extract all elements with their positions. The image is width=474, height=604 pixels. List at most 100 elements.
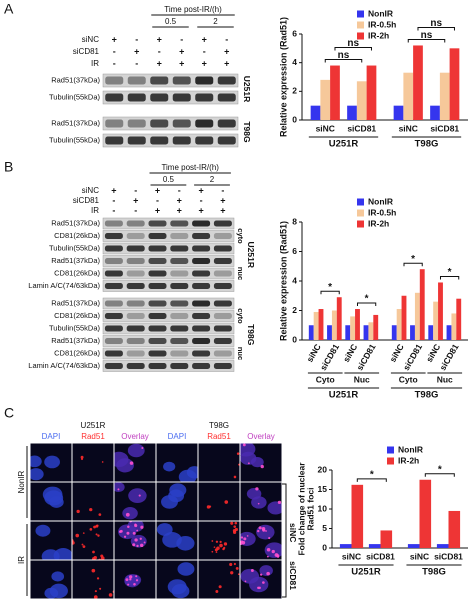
blot-row-label: Rad51(37kDa) — [51, 336, 100, 345]
micrograph-bg — [198, 521, 240, 560]
blot-band — [170, 258, 189, 264]
x-tick-label: siNC — [342, 551, 361, 561]
focus — [258, 526, 262, 530]
micrograph — [30, 482, 72, 521]
nucleus — [30, 455, 42, 468]
legend-label: NonIR — [398, 444, 423, 454]
focus — [132, 543, 136, 547]
group-label: U251R — [329, 390, 359, 401]
focus — [246, 535, 249, 537]
blot-row-label: Tubulin(55kDa) — [49, 92, 100, 101]
blot-row-label: CD81(26kDa) — [54, 231, 100, 240]
bar — [347, 105, 357, 120]
blot-band — [105, 119, 124, 128]
blot-band — [195, 76, 214, 85]
blot-band — [126, 325, 145, 332]
focus — [266, 547, 271, 552]
micrograph — [72, 482, 114, 521]
focus — [127, 583, 130, 586]
significance-label: ns — [338, 50, 350, 61]
focus — [265, 530, 267, 532]
focus — [80, 457, 84, 461]
bar — [407, 544, 420, 548]
bar — [419, 479, 432, 548]
blot-strip — [102, 217, 235, 230]
focus — [262, 581, 265, 584]
y-tick-label: 15 — [318, 484, 328, 494]
blot-band — [150, 136, 169, 145]
focus — [277, 500, 282, 505]
condition-label: siCD81 — [73, 47, 100, 56]
micrograph-bg — [198, 560, 240, 599]
focus — [117, 488, 120, 491]
blot-band — [104, 245, 123, 252]
x-tick-label: siCD81 — [434, 551, 463, 561]
significance-label: ns — [347, 38, 359, 49]
channel-header: DAPI — [168, 432, 187, 441]
condition-sign: + — [157, 58, 162, 68]
focus — [133, 582, 136, 586]
blot-strip — [102, 347, 235, 360]
condition-label: IR — [91, 59, 99, 68]
bar — [368, 322, 374, 340]
blot-band — [195, 119, 214, 128]
focus — [92, 550, 95, 554]
focus — [136, 529, 139, 532]
focus — [234, 521, 238, 525]
blot-band — [148, 313, 167, 319]
focus — [233, 562, 236, 566]
blot-band — [195, 93, 214, 102]
micrograph-bg — [72, 482, 114, 521]
y-axis-label: Relative expression (Rad51) — [278, 221, 288, 341]
blot-band — [126, 270, 145, 277]
nucleus — [251, 496, 267, 509]
micrograph — [240, 521, 282, 560]
focus — [132, 531, 136, 535]
condition-sign: + — [198, 205, 203, 215]
focus — [244, 580, 247, 583]
significance-label: * — [448, 267, 452, 278]
bar — [380, 530, 393, 548]
legend-label: IR-2h — [398, 455, 419, 465]
blot-band — [170, 220, 189, 227]
blot-band — [104, 325, 123, 332]
focus — [127, 525, 130, 529]
blot-band — [192, 350, 211, 357]
bar — [448, 510, 461, 548]
focus — [257, 586, 260, 590]
blot-band — [148, 350, 167, 357]
cell-line-header: U251R — [81, 421, 106, 430]
bar — [356, 81, 367, 120]
focus — [216, 546, 220, 551]
significance-bracket — [356, 302, 377, 307]
blot-strip — [102, 255, 235, 267]
focus — [76, 509, 80, 514]
legend-swatch — [357, 220, 364, 228]
subgroup-label: Cyto — [399, 374, 418, 384]
focus — [233, 525, 237, 528]
bar — [413, 45, 423, 120]
blot-band — [126, 300, 145, 307]
significance-label: ns — [421, 30, 433, 41]
blot-band — [126, 338, 145, 344]
blot-band — [213, 270, 232, 277]
condition-sign: - — [134, 205, 137, 215]
x-tick-label: siCD81 — [366, 551, 395, 561]
focus — [134, 538, 138, 542]
y-tick-label: 0 — [292, 334, 297, 344]
bar — [331, 310, 337, 340]
bar — [330, 65, 340, 120]
bar — [439, 72, 450, 120]
nucleus — [114, 482, 125, 493]
significance-label: * — [370, 469, 374, 480]
group-label: T98G — [415, 390, 439, 401]
bar — [430, 105, 440, 120]
focus — [247, 462, 250, 465]
focus — [141, 447, 144, 449]
focus — [240, 541, 243, 546]
focus — [262, 528, 266, 532]
nucleus — [256, 524, 275, 540]
cell-line-label: U251R — [242, 76, 252, 102]
blot-band — [148, 270, 167, 277]
bar — [433, 301, 439, 340]
